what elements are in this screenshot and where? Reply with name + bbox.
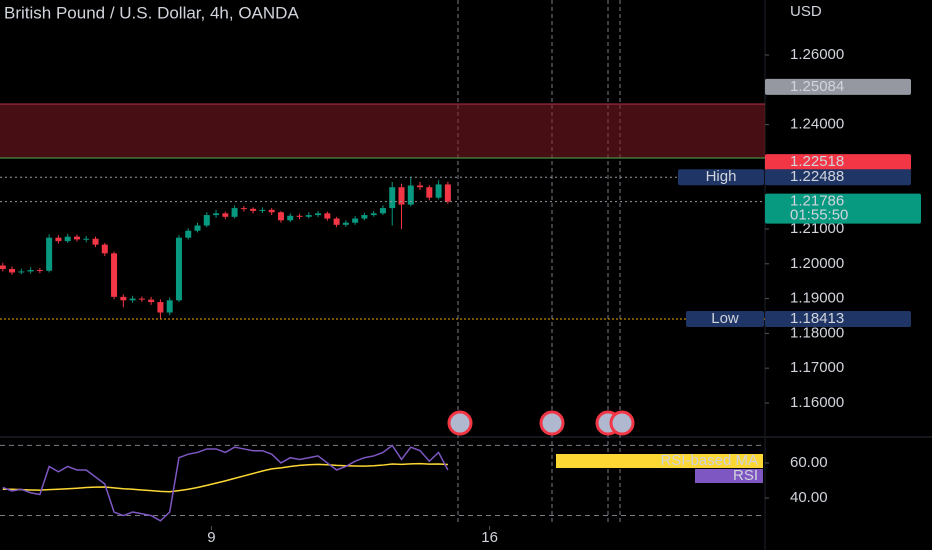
alert-label-box: [765, 154, 911, 171]
candle-body: [370, 213, 377, 216]
low-tag: [686, 311, 764, 328]
candle-body: [83, 238, 90, 240]
y-tick-label: 1.21000: [790, 220, 844, 237]
y-tick-label: 1.17000: [790, 359, 844, 376]
candle-body: [18, 271, 25, 273]
candle-body: [250, 208, 257, 211]
candle-body: [417, 185, 424, 188]
y-tick-label: 1.19000: [790, 290, 844, 307]
candle-body: [231, 208, 238, 217]
candle-body: [315, 213, 322, 216]
candle-body: [92, 238, 99, 245]
zone: [0, 104, 765, 158]
currency: USD: [790, 3, 822, 20]
candle-body: [426, 187, 433, 198]
legend-box: [695, 469, 763, 483]
low-label-box: [765, 311, 911, 328]
candle-body: [222, 213, 229, 217]
event-icons: [447, 410, 635, 436]
candle-body: [444, 184, 451, 202]
y-tick-label: 1.24000: [790, 116, 844, 133]
candle-body: [379, 208, 386, 214]
candle-body: [240, 208, 247, 210]
candle-body: [287, 215, 294, 221]
high-tag-label: High: [706, 168, 737, 185]
candle-body: [213, 213, 220, 216]
candle-body: [46, 237, 53, 271]
rsi-line: [2, 462, 448, 493]
candle-body: [27, 270, 34, 272]
high-label-box: [765, 169, 911, 186]
chart-title: British Pound / U.S. Dollar, 4h, OANDA: [4, 3, 299, 22]
candle-body: [435, 184, 442, 198]
candle-body: [64, 236, 71, 242]
y-tick-label: 1.16000: [790, 394, 844, 411]
prior-label-box: [765, 78, 911, 95]
candle-body: [175, 237, 182, 301]
high-tag: [678, 169, 764, 186]
candle-body: [9, 269, 16, 273]
low-label: 1.18413: [790, 310, 844, 327]
candle-body: [166, 300, 173, 313]
legend-label: RSI-based MA: [660, 452, 758, 469]
candle-body: [111, 253, 118, 297]
high-label: 1.22488: [790, 168, 844, 185]
candle-body: [185, 230, 192, 238]
prior-label: 1.25084: [790, 78, 844, 95]
candle-body: [129, 298, 136, 301]
candle-body: [157, 302, 164, 313]
candle-body: [55, 237, 62, 242]
candle-body: [352, 218, 359, 223]
candle-body: [407, 185, 414, 205]
y-tick-label: 1.26000: [790, 46, 844, 63]
x-tick-label: 9: [207, 529, 215, 546]
candle-body: [361, 215, 368, 219]
candle-body: [259, 209, 266, 211]
candle-body: [398, 187, 405, 205]
candle-body: [138, 298, 145, 300]
candle-body: [194, 225, 201, 231]
alert-label: 1.22518: [790, 153, 844, 170]
y-tick-label: 1.18000: [790, 324, 844, 341]
last-label: 1.21786: [790, 193, 844, 210]
candle-body: [36, 270, 43, 272]
candle-body: [73, 236, 80, 240]
legend-label: RSI: [733, 467, 758, 484]
y-tick-label: 1.20000: [790, 255, 844, 272]
rsi-line: [2, 444, 449, 522]
candle-body: [268, 209, 275, 213]
candle-body: [101, 244, 108, 254]
x-tick-label: 16: [481, 529, 498, 546]
legend-box: [556, 454, 763, 468]
candle-body: [342, 222, 349, 225]
candle-body: [389, 187, 396, 209]
y-tick-label: 60.00: [790, 454, 828, 471]
low-tag-label: Low: [711, 310, 739, 327]
candle-body: [333, 218, 340, 225]
last-box: [765, 193, 921, 224]
candle-body: [296, 215, 303, 217]
candle-body: [305, 215, 312, 217]
candle-body: [0, 265, 6, 270]
candle-body: [324, 213, 331, 219]
candle-body: [277, 212, 284, 221]
candle-body: [203, 215, 210, 226]
candle-body: [120, 296, 127, 301]
y-tick-label: 40.00: [790, 489, 828, 506]
candle-body: [148, 299, 155, 303]
countdown: 01:55:50: [790, 207, 848, 224]
event-lines: [457, 0, 621, 525]
